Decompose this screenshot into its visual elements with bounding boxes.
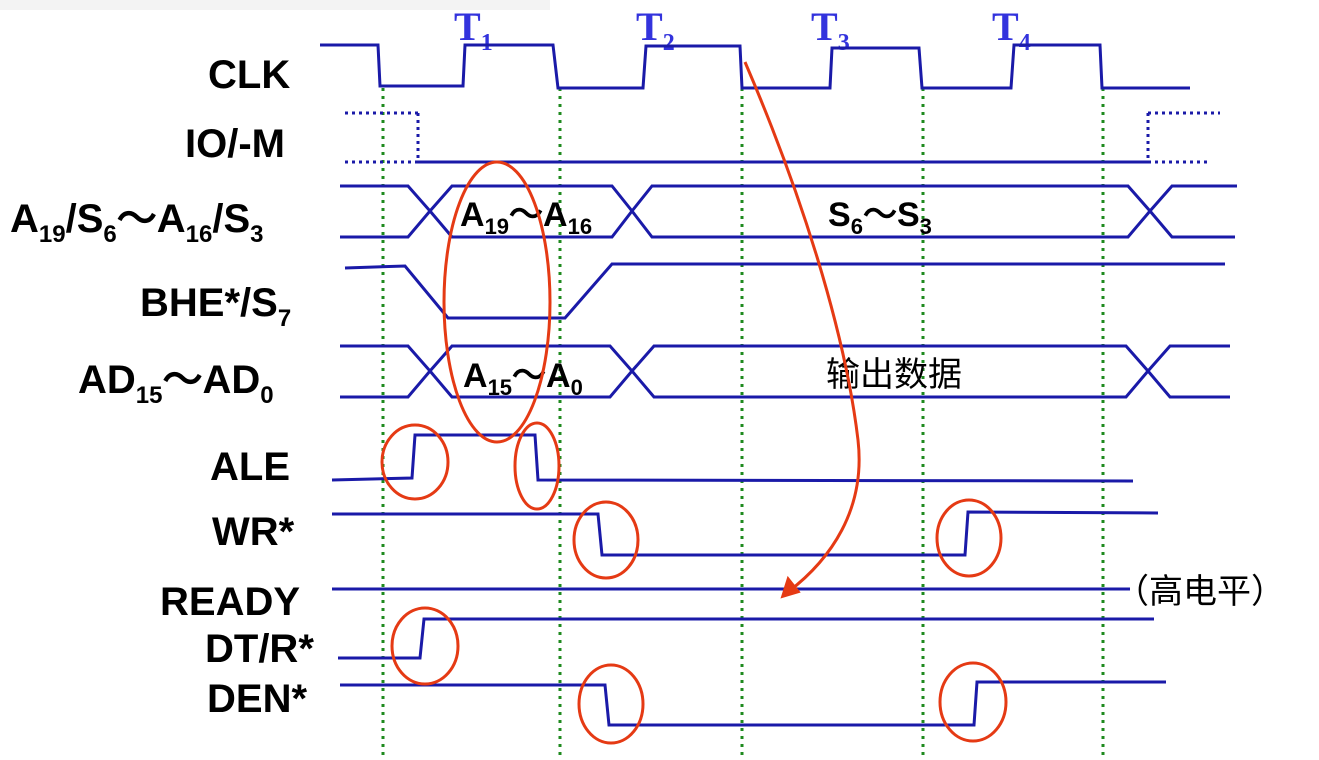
arrow-head-icon [780, 575, 801, 599]
clk-waveform [320, 43, 1190, 90]
ready-high-level-note: （高电平） [1115, 572, 1285, 612]
signal-label-bhe: BHE*/S7 [140, 281, 291, 332]
ready-sampling-arrow [743, 61, 861, 599]
highlight-ellipse-ale-rise [380, 423, 450, 501]
signal-label-clk: CLK [208, 53, 290, 97]
dtr-waveform [338, 617, 1154, 660]
signal-label-dtr: DT/R* [205, 627, 314, 671]
highlight-marks [380, 160, 1008, 745]
ale-waveform [331, 433, 1134, 483]
io-m-waveform [345, 111, 1220, 164]
highlight-ellipse-den-rise [938, 661, 1008, 743]
signal-label-ale: ALE [210, 445, 290, 489]
den-waveform [340, 680, 1166, 727]
highlight-ellipse-dtr-rise [390, 606, 460, 686]
signal-label-den: DEN* [207, 677, 307, 721]
highlight-ellipse-wr-rise [935, 498, 1003, 578]
bus-value-address-high: A19～A16 [460, 196, 592, 239]
signal-label-ad-bus: AD15～AD0 [78, 358, 274, 409]
bus-value-status: S6～S3 [828, 196, 932, 239]
ad-bus-waveform [340, 344, 1230, 399]
wr-waveform [332, 510, 1159, 557]
signal-label-io-m: IO/-M [185, 122, 285, 166]
signal-label-wr: WR* [212, 510, 295, 554]
ready-sampling-arrow-curve [743, 61, 861, 594]
cycle-boundary-lines [381, 88, 1105, 760]
bhe-waveform [344, 262, 1225, 320]
highlight-ellipse-den-fall [577, 663, 645, 745]
signal-label-ready: READY [160, 580, 300, 624]
cycle-label-t4: T4 [992, 4, 1031, 56]
cycle-label-t1: T1 [454, 4, 493, 56]
highlight-ellipse-wr-fall [572, 500, 640, 580]
slide-top-strip [0, 0, 550, 10]
address-status-bus-waveform [340, 184, 1237, 239]
cycle-label-t2: T2 [636, 4, 675, 56]
highlight-ellipse-address-phase [442, 160, 552, 444]
signal-label-address-status: A19/S6～A16/S3 [10, 197, 264, 248]
highlight-ellipse-ale-fall [513, 421, 561, 511]
bus-value-address-low: A15～A0 [463, 357, 583, 400]
